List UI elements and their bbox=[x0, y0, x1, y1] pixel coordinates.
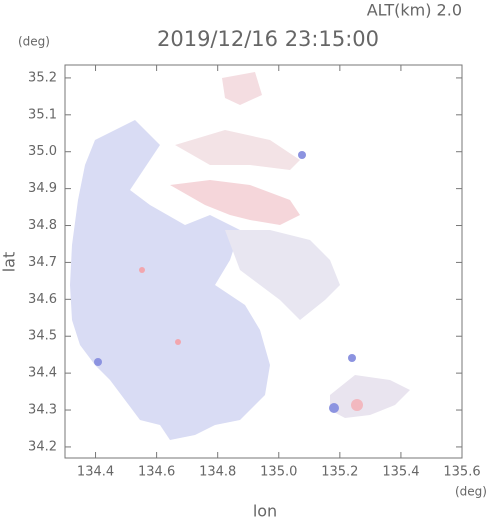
y-tick-label: 34.4 bbox=[28, 366, 57, 381]
echo-region bbox=[222, 72, 262, 105]
y-tick-label: 34.5 bbox=[28, 329, 57, 344]
y-tick-label: 34.2 bbox=[28, 439, 57, 454]
chart-title: 2019/12/16 23:15:00 bbox=[157, 27, 379, 51]
radar-echoes bbox=[70, 72, 410, 440]
y-tick-label: 34.8 bbox=[28, 218, 57, 233]
echo-region bbox=[225, 230, 340, 320]
x-tick-label: 134.6 bbox=[138, 465, 175, 480]
y-unit: (deg) bbox=[18, 35, 50, 49]
x-tick-label: 134.8 bbox=[199, 465, 236, 480]
x-tick-label: 134.4 bbox=[77, 465, 114, 480]
echo-cell bbox=[348, 354, 356, 362]
y-tick-label: 34.9 bbox=[28, 181, 57, 196]
echo-region bbox=[175, 130, 300, 170]
echo-cell bbox=[175, 339, 181, 345]
y-tick-label: 34.3 bbox=[28, 403, 57, 418]
y-axis-label: lat bbox=[0, 252, 19, 273]
y-tick-label: 34.7 bbox=[28, 255, 57, 270]
echo-cell bbox=[351, 399, 363, 411]
y-tick-label: 35.2 bbox=[28, 70, 57, 85]
y-tick-label: 34.6 bbox=[28, 292, 57, 307]
x-unit: (deg) bbox=[455, 485, 487, 499]
x-tick-label: 135.2 bbox=[321, 465, 358, 480]
echo-region bbox=[70, 120, 270, 440]
echo-cell bbox=[329, 403, 339, 413]
y-tick-label: 35.0 bbox=[28, 144, 57, 159]
altitude-label: ALT(km) 2.0 bbox=[367, 1, 462, 20]
x-tick-label: 135.4 bbox=[382, 465, 419, 480]
echo-region bbox=[170, 180, 300, 225]
y-tick-label: 35.1 bbox=[28, 107, 57, 122]
x-tick-label: 135.0 bbox=[260, 465, 297, 480]
echo-cell bbox=[94, 358, 102, 366]
echo-cell bbox=[298, 151, 306, 159]
x-axis-label: lon bbox=[253, 502, 277, 521]
echo-cell bbox=[139, 267, 145, 273]
plot-frame bbox=[64, 64, 463, 459]
x-tick-label: 135.6 bbox=[443, 465, 480, 480]
echo-region bbox=[330, 375, 410, 418]
